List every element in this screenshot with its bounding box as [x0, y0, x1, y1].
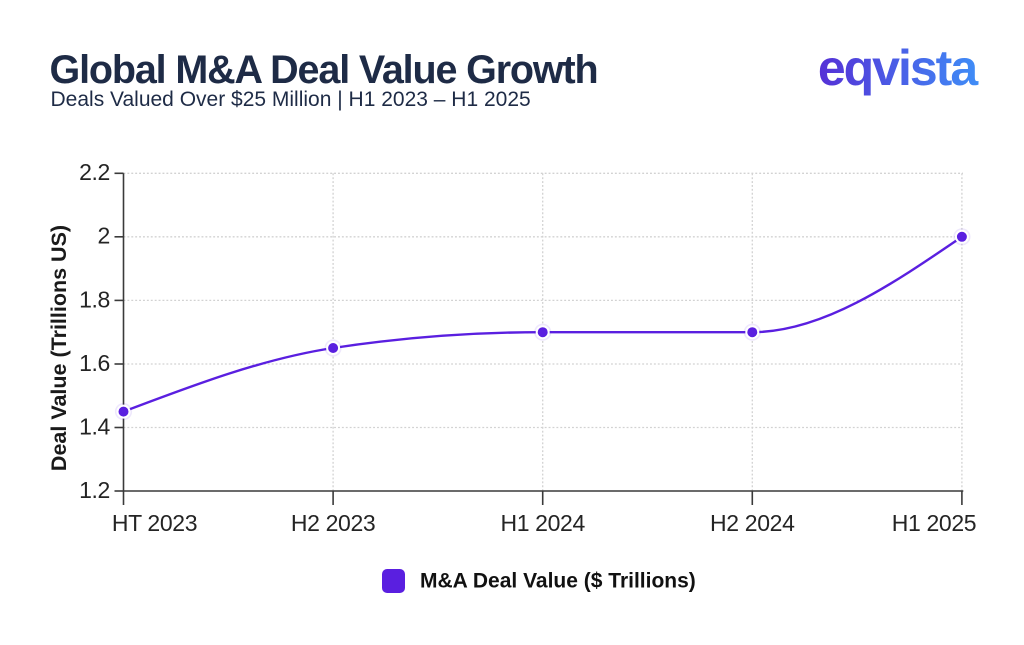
svg-text:HT 2023: HT 2023	[112, 510, 197, 536]
svg-text:Global M&A Deal Value Growth: Global M&A Deal Value Growth	[50, 48, 598, 92]
svg-text:2.2: 2.2	[79, 159, 110, 185]
svg-text:Deals Valued Over $25 Million: Deals Valued Over $25 Million | H1 2023 …	[51, 88, 531, 111]
svg-text:2: 2	[98, 223, 110, 249]
svg-text:H2 2023: H2 2023	[291, 510, 376, 536]
svg-text:1.8: 1.8	[79, 286, 110, 312]
svg-text:H2 2024: H2 2024	[710, 510, 795, 536]
svg-text:1.4: 1.4	[79, 413, 110, 439]
svg-text:H1 2025: H1 2025	[892, 510, 977, 536]
svg-text:H1 2024: H1 2024	[500, 510, 585, 536]
svg-text:Deal Value (Trillions US): Deal Value (Trillions US)	[47, 225, 71, 471]
svg-text:1.6: 1.6	[79, 350, 110, 376]
svg-text:eqvista: eqvista	[818, 40, 980, 96]
svg-text:M&A Deal Value ($ Trillions): M&A Deal Value ($ Trillions)	[420, 570, 696, 593]
svg-text:1.2: 1.2	[79, 477, 110, 503]
